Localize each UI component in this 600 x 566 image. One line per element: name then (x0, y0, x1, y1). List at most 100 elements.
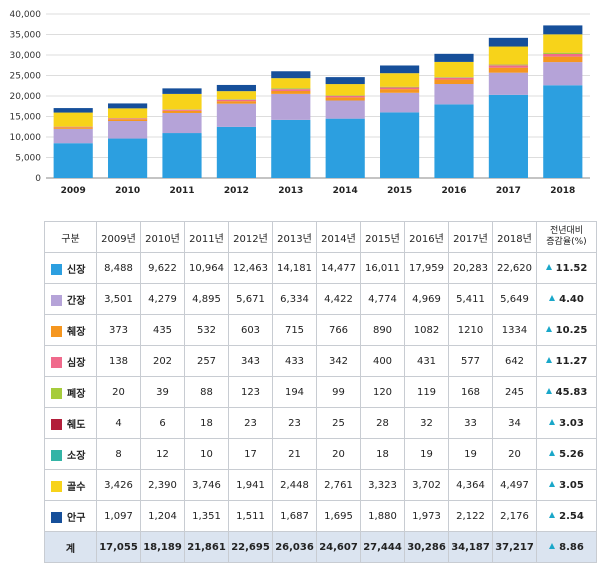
table-row: 간장 3,501 4,279 4,895 5,671 6,334 4,422 4,774 4,9… (44, 283, 597, 315)
bar-segment (434, 77, 474, 80)
x-tick-label: 2013 (278, 186, 303, 196)
bar-segment (162, 110, 202, 113)
value-cell: 202 (140, 345, 185, 377)
change-cell: 4.40 (536, 283, 597, 315)
total-value-cell: 22,695 (228, 531, 273, 563)
value-cell: 890 (360, 314, 405, 346)
up-arrow-icon (549, 418, 556, 425)
legend-swatch (51, 387, 62, 399)
bar-segment (488, 46, 528, 65)
total-label-cell: 계 (44, 531, 97, 563)
header-change-rate: 전년대비 증감율(%) (536, 221, 597, 253)
bar-segment (434, 61, 474, 78)
up-arrow-icon (545, 356, 552, 363)
bar-segment (380, 73, 420, 87)
value-cell: 99 (316, 376, 361, 408)
bar-segment (325, 97, 365, 101)
change-value: 45.83 (555, 386, 588, 398)
category-label: 심장 (67, 357, 86, 369)
value-cell: 16,011 (360, 252, 405, 284)
x-tick-label: 2018 (550, 186, 575, 196)
change-value: 5.26 (559, 448, 584, 460)
bar-segment (108, 118, 148, 120)
value-cell: 1,097 (96, 500, 141, 532)
total-value-cell: 30,286 (404, 531, 449, 563)
legend-swatch (51, 418, 62, 430)
value-cell: 34 (492, 407, 537, 439)
header-change-line2: 증감율(%) (546, 237, 587, 247)
bar-segment (108, 103, 148, 109)
x-tick-label: 2011 (169, 186, 194, 196)
bar-segment (543, 52, 583, 54)
bar-segment (543, 25, 583, 35)
value-cell: 5,649 (492, 283, 537, 315)
bar-segment (325, 84, 365, 96)
value-cell: 1,941 (228, 469, 273, 501)
change-cell: 3.05 (536, 469, 597, 501)
value-cell: 2,390 (140, 469, 185, 501)
change-value: 10.25 (555, 324, 588, 336)
value-cell: 577 (448, 345, 493, 377)
table-body: 신장 8,488 9,622 10,964 12,463 14,181 14,477 16,0… (44, 252, 597, 563)
bar-segment (108, 108, 148, 119)
value-cell: 22,620 (492, 252, 537, 284)
value-cell: 4,279 (140, 283, 185, 315)
value-cell: 18 (184, 407, 229, 439)
value-cell: 435 (140, 314, 185, 346)
up-arrow-icon (549, 294, 556, 301)
bar-segment (53, 143, 93, 178)
value-cell: 33 (448, 407, 493, 439)
bar-segment (271, 71, 311, 79)
value-cell: 32 (404, 407, 449, 439)
value-cell: 2,761 (316, 469, 361, 501)
value-cell: 4 (96, 407, 141, 439)
value-cell: 20,283 (448, 252, 493, 284)
change-value: 11.52 (555, 262, 588, 274)
chart-canvas: 0 5,000 10,000 15,000 20,000 25,000 30,000 35,0… (10, 10, 590, 196)
value-cell: 8,488 (96, 252, 141, 284)
total-change-cell: 8.86 (536, 531, 597, 563)
category-label: 간장 (67, 295, 86, 307)
value-cell: 25 (316, 407, 361, 439)
bar-segment (488, 64, 528, 66)
value-cell: 194 (272, 376, 317, 408)
up-arrow-icon (545, 387, 552, 394)
x-tick-label: 2012 (224, 186, 249, 196)
value-cell: 3,426 (96, 469, 141, 501)
bar-segment (53, 127, 93, 129)
stacked-bar-chart: 0 5,000 10,000 15,000 20,000 25,000 30,000 35,0… (0, 0, 600, 205)
bar-segment (216, 84, 256, 92)
header-year: 2012년 (228, 221, 273, 253)
change-cell: 11.52 (536, 252, 597, 284)
header-year: 2016년 (404, 221, 449, 253)
value-cell: 1,880 (360, 500, 405, 532)
up-arrow-icon (549, 511, 556, 518)
bar-segment (162, 109, 202, 111)
value-cell: 1334 (492, 314, 537, 346)
bar-segment (162, 93, 202, 110)
category-cell: 췌도 (44, 407, 97, 439)
value-cell: 532 (184, 314, 229, 346)
value-cell: 10,964 (184, 252, 229, 284)
value-cell: 21 (272, 438, 317, 470)
bar-segment (216, 101, 256, 104)
legend-swatch (51, 263, 62, 275)
value-cell: 1,973 (404, 500, 449, 532)
bar-segment (325, 77, 365, 85)
legend-swatch (51, 449, 62, 461)
value-cell: 642 (492, 345, 537, 377)
category-label: 신장 (67, 264, 86, 276)
bar-segment (271, 93, 311, 120)
bar-segment (216, 99, 256, 102)
y-tick-label: 35,000 (10, 31, 42, 41)
value-cell: 4,422 (316, 283, 361, 315)
total-value-cell: 34,187 (448, 531, 493, 563)
bar-segment (325, 118, 365, 178)
bar-segment (543, 62, 583, 86)
change-cell: 5.26 (536, 438, 597, 470)
y-tick-label: 30,000 (10, 51, 42, 61)
bar-segment (488, 65, 528, 68)
value-cell: 20 (96, 376, 141, 408)
value-cell: 2,176 (492, 500, 537, 532)
bar-segment (53, 128, 93, 144)
